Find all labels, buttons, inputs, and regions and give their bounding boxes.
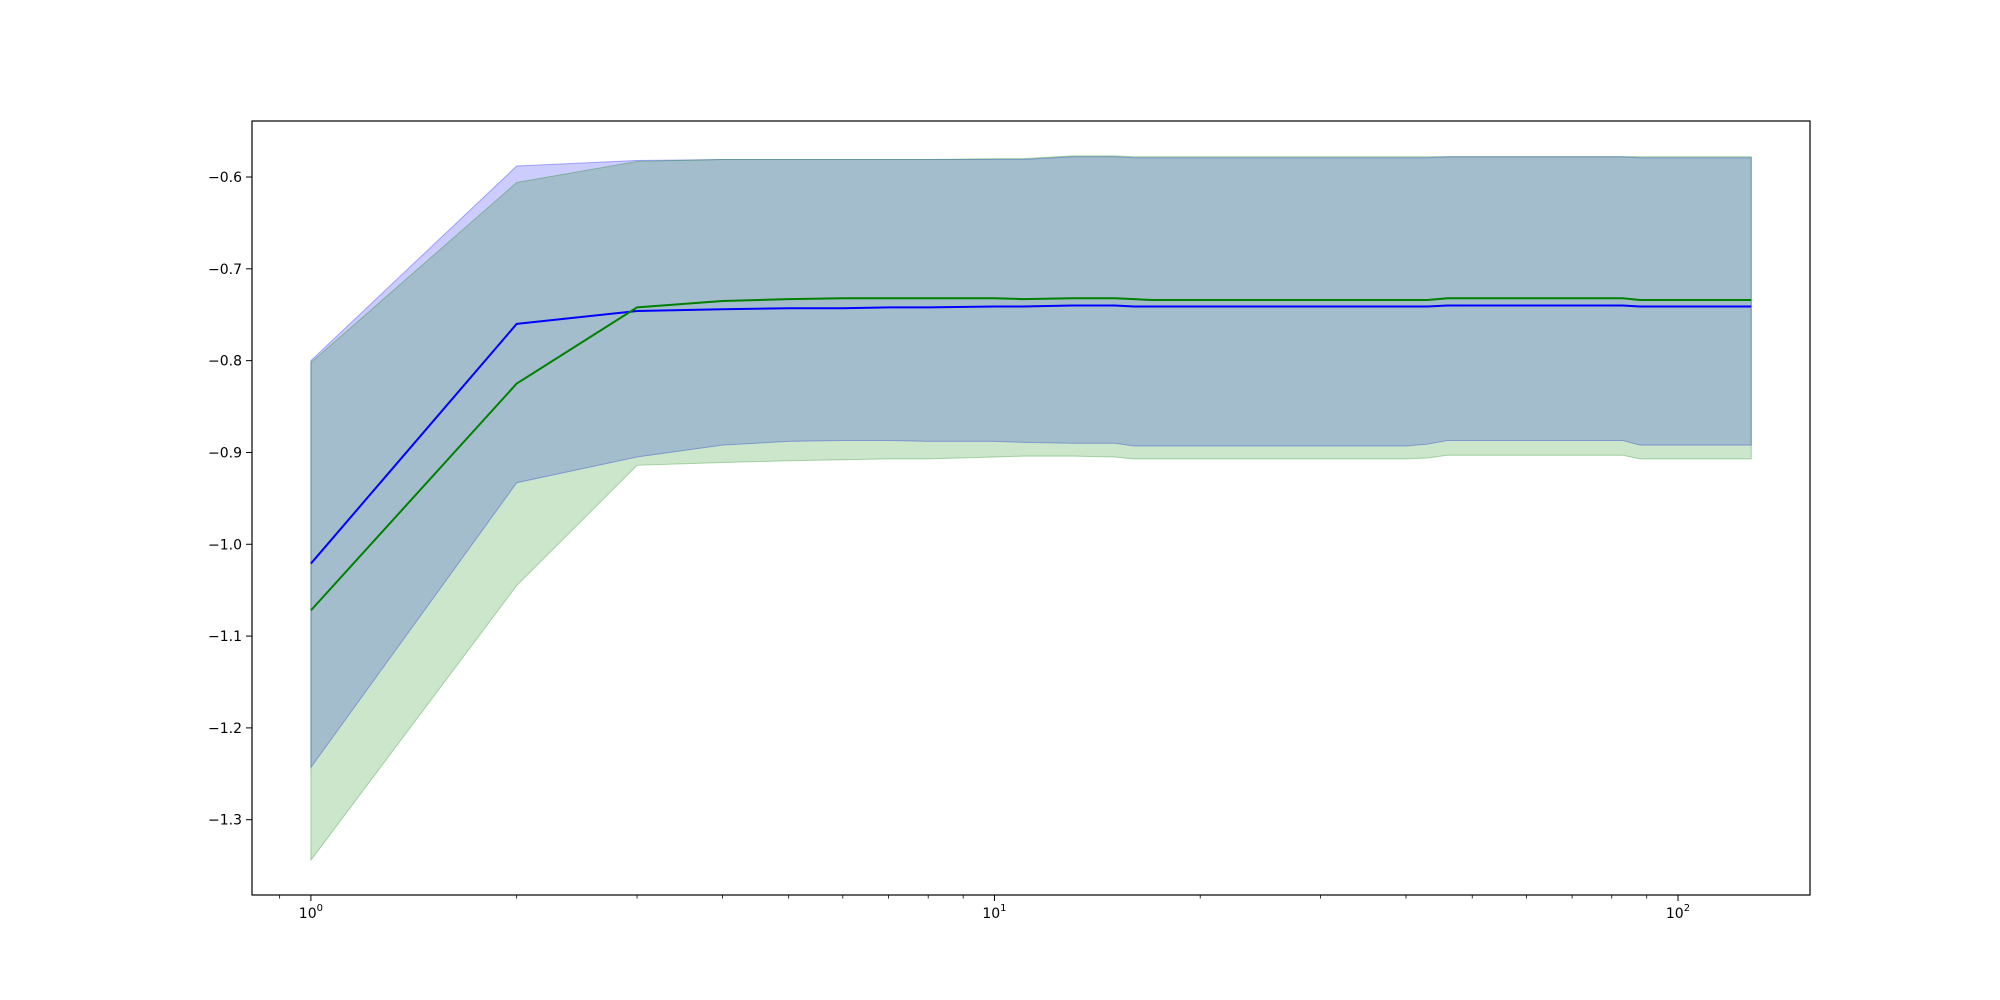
x-tick-label: 102 xyxy=(1666,903,1690,922)
axes-frame xyxy=(251,120,1811,896)
x-tick-base: 10 xyxy=(1666,906,1684,922)
plot-area xyxy=(310,155,1752,862)
y-axis: −0.6 −0.7 −0.8 −0.9 −1.0 −1.1 −1.2 −1.3 xyxy=(208,170,252,829)
x-tick-exponent: 0 xyxy=(317,903,323,914)
y-tick-label: −1.3 xyxy=(208,813,242,829)
mean-lines xyxy=(310,297,1752,612)
y-tick-label: −1.2 xyxy=(208,721,242,737)
x-tick-label: 101 xyxy=(982,903,1006,922)
series-0-line xyxy=(310,304,1752,565)
y-tick-label: −0.7 xyxy=(208,262,242,278)
y-tick-label: −1.0 xyxy=(208,537,242,553)
series-1-band xyxy=(310,155,1752,862)
series-1-line xyxy=(310,297,1752,612)
x-tick-label: 100 xyxy=(299,903,323,922)
y-tick-label: −0.8 xyxy=(208,354,242,370)
x-tick-exponent: 1 xyxy=(1000,903,1006,914)
x-tick-base: 10 xyxy=(982,906,1000,922)
y-tick-label: −1.1 xyxy=(208,629,242,645)
x-axis: 100 101 102 xyxy=(279,895,1690,922)
y-tick-label: −0.9 xyxy=(208,445,242,461)
x-tick-exponent: 2 xyxy=(1684,903,1690,914)
y-tick-label: −0.6 xyxy=(208,170,242,186)
x-tick-base: 10 xyxy=(299,906,317,922)
